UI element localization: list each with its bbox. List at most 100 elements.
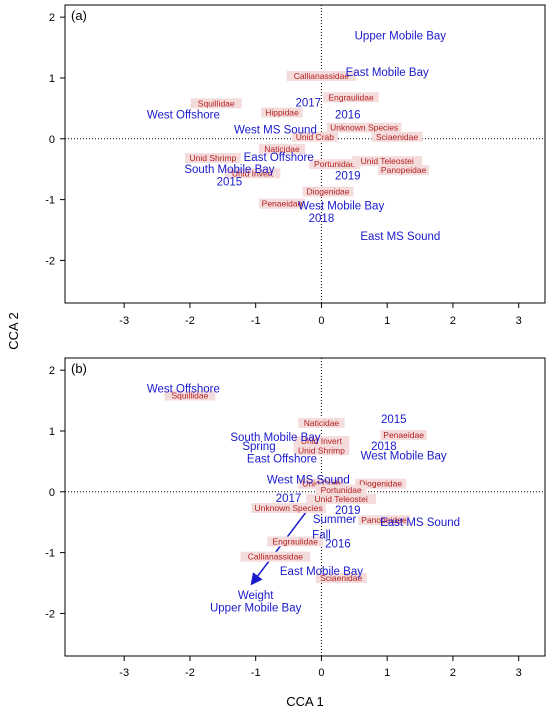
site-label-upper-mobile-bay: Upper Mobile Bay <box>210 602 302 614</box>
species-label-bg <box>358 515 410 526</box>
site-label-east-ms-sound: East MS Sound <box>360 231 440 243</box>
species-label-bg <box>267 536 323 547</box>
species-label-bg <box>302 186 354 197</box>
x-tick-label: 0 <box>318 315 324 327</box>
species-label-callianassidae: Callianassidae <box>294 71 350 81</box>
species-label-bg <box>298 478 345 489</box>
species-label-engraulidae: Engraulidae <box>272 536 318 546</box>
species-label-bg <box>309 159 361 170</box>
species-label-panopeidae: Panopeidae <box>361 515 407 525</box>
site-label-2016: 2016 <box>335 109 361 121</box>
species-label-unid-shrimp: Unid Shrimp <box>190 153 237 163</box>
site-label-2017: 2017 <box>295 97 321 109</box>
y-tick-label: 1 <box>49 73 55 85</box>
y-tick-label: 2 <box>49 365 55 377</box>
site-label-2017: 2017 <box>276 493 302 505</box>
species-label-bg <box>371 131 423 142</box>
species-label-unid-crab: Unid Crab <box>302 479 341 489</box>
species-label-unid-crab: Unid Crab <box>296 132 335 142</box>
x-tick-label: 1 <box>384 667 390 679</box>
site-label-fall: Fall <box>312 529 331 541</box>
panel-label: (b) <box>71 361 87 376</box>
y-tick-label: 0 <box>49 487 55 499</box>
site-label-2018: 2018 <box>371 441 397 453</box>
species-label-hippidae: Hippidae <box>265 107 299 117</box>
site-label-summer: Summer <box>313 514 357 526</box>
x-tick-label: -1 <box>251 667 261 679</box>
species-label-bg <box>293 445 350 456</box>
x-tick-label: 3 <box>516 315 522 327</box>
species-label-sciaenidae: Sciaenidae <box>320 573 362 583</box>
panel-label: (a) <box>71 8 87 23</box>
panel-a: -3 -2 -1 0 1 2 3 -2 -1 0 1 2 (a) Callianassidae Engrau… <box>45 4 546 327</box>
site-label-west-mobile-bay: West Mobile Bay <box>361 450 447 462</box>
panel-b: -3 -2 -1 0 1 2 3 -2 -1 0 1 2 (b) Squillidae Naticidae P… <box>45 357 546 679</box>
site-label-spring: Spring <box>242 441 275 453</box>
site-label-2018: 2018 <box>309 213 335 225</box>
y-tick-label: -2 <box>45 255 55 267</box>
species-label-bg <box>378 165 430 176</box>
species-label-bg <box>286 70 357 81</box>
species-label-bg <box>323 92 379 103</box>
species-label-bg <box>326 122 402 133</box>
x-tick-label: -3 <box>119 667 129 679</box>
species-label-unknown-species: Unknown Species <box>255 503 323 513</box>
x-tick-label: 3 <box>516 667 522 679</box>
species-label-unid-teleostei: Unid Teleostei <box>361 156 414 166</box>
species-label-bg <box>258 143 306 154</box>
species-label-bg <box>185 153 241 164</box>
species-label-unid-invert: Unid Invert <box>232 168 274 178</box>
species-label-bg <box>240 551 311 562</box>
species-label-naticidae: Naticidae <box>264 144 300 154</box>
species-label-diogenidae: Diogenidae <box>307 187 350 197</box>
species-label-unid-teleostei: Unid Teleostei <box>315 494 368 504</box>
species-label-unid-shrimp: Unid Shrimp <box>298 445 345 455</box>
species-label-unknown-species: Unknown Species <box>330 123 398 133</box>
site-label-west-offshore: West Offshore <box>147 109 220 121</box>
species-label-naticidae: Naticidae <box>304 418 340 428</box>
y-tick-label: 1 <box>49 426 55 438</box>
species-label-bg <box>258 198 306 209</box>
species-label-bg <box>355 478 407 489</box>
species-label-bg <box>164 390 216 401</box>
site-label-south-mobile-bay: South Mobile Bay <box>184 164 274 176</box>
species-label-engraulidae: Engraulidae <box>328 92 374 102</box>
site-label-east-mobile-bay: East Mobile Bay <box>346 67 429 79</box>
species-label-squillidae: Squillidae <box>198 98 235 108</box>
site-label-west-ms-sound: West MS Sound <box>267 475 350 487</box>
y-tick-label: -1 <box>45 548 55 560</box>
y-tick-label: -2 <box>45 608 55 620</box>
species-label-bg <box>315 572 367 583</box>
site-label-2015: 2015 <box>381 414 407 426</box>
plot-frame <box>64 4 546 304</box>
x-tick-label: 1 <box>384 315 390 327</box>
species-label-bg <box>251 503 326 514</box>
species-label-callianassidae: Callianassidae <box>248 552 304 562</box>
species-label-bg <box>380 430 427 441</box>
site-label-east-mobile-bay: East Mobile Bay <box>280 566 363 578</box>
site-label-west-offshore: West Offshore <box>147 383 220 395</box>
x-tick-label: -1 <box>251 315 261 327</box>
site-label-weight: Weight <box>238 590 274 602</box>
species-label-bg <box>224 168 281 179</box>
species-label-squillidae: Squillidae <box>171 391 208 401</box>
x-tick-label: 2 <box>450 667 456 679</box>
x-axis-label: CCA 1 <box>286 694 324 709</box>
site-label-west-mobile-bay: West Mobile Bay <box>298 201 384 213</box>
site-label-2016: 2016 <box>325 538 351 550</box>
species-label-bg <box>352 156 423 167</box>
y-tick-label: -1 <box>45 195 55 207</box>
site-label-west-ms-sound: West MS Sound <box>234 125 317 137</box>
y-axis-label: CCA 2 <box>6 312 21 350</box>
x-tick-label: 2 <box>450 315 456 327</box>
species-label-unid-invert: Unid Invert <box>301 436 343 446</box>
species-label-sciaenidae: Sciaenidae <box>376 132 418 142</box>
species-label-diogenidae: Diogenidae <box>359 479 402 489</box>
site-label-upper-mobile-bay: Upper Mobile Bay <box>355 30 447 42</box>
x-tick-label: -2 <box>185 315 195 327</box>
site-label-2019: 2019 <box>335 505 361 517</box>
site-label-south-mobile-bay: South Mobile Bay <box>230 432 320 444</box>
y-tick-label: 0 <box>49 134 55 146</box>
species-label-panopeidae: Panopeidae <box>381 165 427 175</box>
